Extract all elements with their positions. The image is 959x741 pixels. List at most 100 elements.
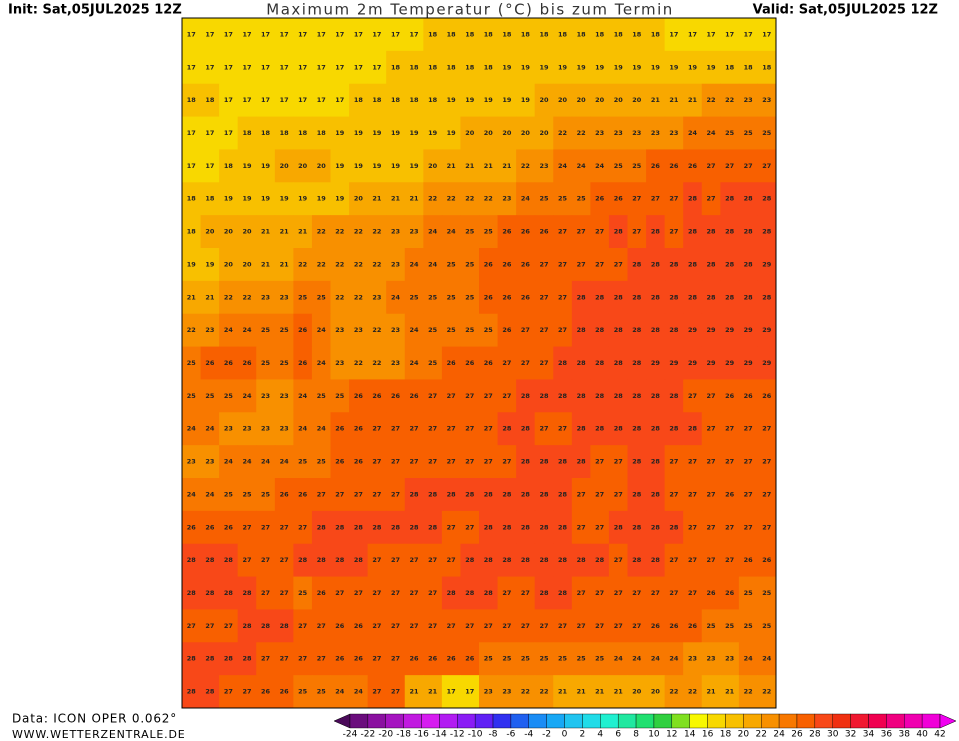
temperature-cell <box>701 313 721 348</box>
temperature-label: 19 <box>187 260 197 268</box>
temperature-cell <box>664 642 684 676</box>
temperature-cell <box>608 675 628 709</box>
temperature-label: 22 <box>447 195 456 203</box>
temperature-label: 28 <box>614 326 624 334</box>
temperature-cell <box>349 478 369 512</box>
temperature-cell <box>367 379 387 413</box>
temperature-label: 18 <box>298 129 308 137</box>
temperature-cell <box>590 313 610 348</box>
temperature-label: 27 <box>391 622 400 630</box>
temperature-cell <box>757 18 777 52</box>
temperature-label: 22 <box>725 96 734 104</box>
temperature-cell <box>200 280 220 315</box>
temperature-cell <box>386 280 406 315</box>
temperature-label: 27 <box>558 228 567 236</box>
temperature-label: 28 <box>614 523 624 531</box>
temperature-cell <box>646 576 666 610</box>
temperature-cell <box>720 478 740 512</box>
temperature-label: 21 <box>577 688 587 696</box>
temperature-label: 29 <box>744 359 754 367</box>
temperature-cell <box>182 83 202 118</box>
temperature-cell <box>274 478 294 512</box>
temperature-label: 26 <box>502 293 512 301</box>
temperature-label: 18 <box>632 30 642 38</box>
colorbar-swatch <box>778 713 798 729</box>
temperature-label: 26 <box>280 688 290 696</box>
temperature-label: 27 <box>205 622 214 630</box>
temperature-cell <box>683 149 703 183</box>
temperature-cell <box>386 313 406 348</box>
temperature-label: 18 <box>725 63 735 71</box>
temperature-label: 17 <box>261 96 270 104</box>
temperature-label: 20 <box>298 162 308 170</box>
temperature-label: 26 <box>187 523 197 531</box>
temperature-label: 27 <box>521 326 530 334</box>
temperature-label: 27 <box>447 556 456 564</box>
temperature-label: 28 <box>187 688 197 696</box>
temperature-cell <box>683 215 703 249</box>
temperature-cell <box>219 510 239 545</box>
temperature-cell <box>274 50 294 85</box>
temperature-label: 28 <box>502 490 512 498</box>
temperature-label: 23 <box>502 688 511 696</box>
temperature-label: 28 <box>428 523 438 531</box>
temperature-label: 25 <box>335 392 345 400</box>
temperature-label: 27 <box>428 425 437 433</box>
temperature-label: 27 <box>539 326 548 334</box>
temperature-cell <box>237 609 257 643</box>
temperature-label: 27 <box>595 523 604 531</box>
temperature-cell <box>497 83 517 118</box>
temperature-label: 22 <box>465 195 474 203</box>
temperature-label: 21 <box>725 688 735 696</box>
valid-time: Valid: Sat,05JUL2025 12Z <box>753 3 938 18</box>
temperature-label: 18 <box>410 63 420 71</box>
temperature-cell <box>182 576 202 610</box>
temperature-cell <box>200 412 220 446</box>
colorbar-swatch <box>349 713 369 729</box>
temperature-label: 28 <box>502 523 512 531</box>
temperature-label: 28 <box>632 260 642 268</box>
temperature-cell <box>293 116 313 150</box>
temperature-label: 21 <box>558 688 568 696</box>
temperature-label: 27 <box>187 622 196 630</box>
temperature-label: 20 <box>465 129 475 137</box>
temperature-cell <box>516 510 536 545</box>
temperature-cell <box>349 248 369 282</box>
temperature-label: 28 <box>669 293 679 301</box>
temperature-label: 27 <box>669 490 678 498</box>
temperature-cell <box>627 609 647 643</box>
temperature-label: 27 <box>428 556 437 564</box>
temperature-cell <box>293 50 313 85</box>
temperature-cell <box>664 576 684 610</box>
temperature-label: 27 <box>614 260 623 268</box>
temperature-cell <box>460 116 480 150</box>
temperature-cell <box>256 116 276 150</box>
temperature-cell <box>627 543 647 578</box>
temperature-cell <box>256 215 276 249</box>
temperature-cell <box>646 83 666 118</box>
colorbar-label: 38 <box>899 730 911 740</box>
temperature-label: 22 <box>688 688 697 696</box>
colorbar-swatch <box>385 713 404 729</box>
temperature-label: 27 <box>224 622 233 630</box>
temperature-label: 22 <box>484 195 493 203</box>
temperature-label: 20 <box>651 688 661 696</box>
temperature-label: 24 <box>632 655 642 663</box>
temperature-label: 25 <box>558 195 568 203</box>
temperature-cell <box>274 346 294 380</box>
colorbar-swatch <box>886 713 905 729</box>
temperature-cell <box>553 18 573 52</box>
temperature-label: 27 <box>391 490 400 498</box>
temperature-cell <box>627 412 647 446</box>
temperature-label: 19 <box>539 63 549 71</box>
temperature-cell <box>460 412 480 446</box>
temperature-label: 17 <box>298 30 307 38</box>
temperature-label: 28 <box>651 228 661 236</box>
temperature-label: 24 <box>447 228 457 236</box>
colorbar-swatch <box>743 713 762 729</box>
temperature-label: 27 <box>539 260 548 268</box>
temperature-label: 18 <box>428 96 438 104</box>
temperature-cell <box>553 83 573 118</box>
temperature-cell <box>460 445 480 479</box>
temperature-cell <box>367 149 387 183</box>
